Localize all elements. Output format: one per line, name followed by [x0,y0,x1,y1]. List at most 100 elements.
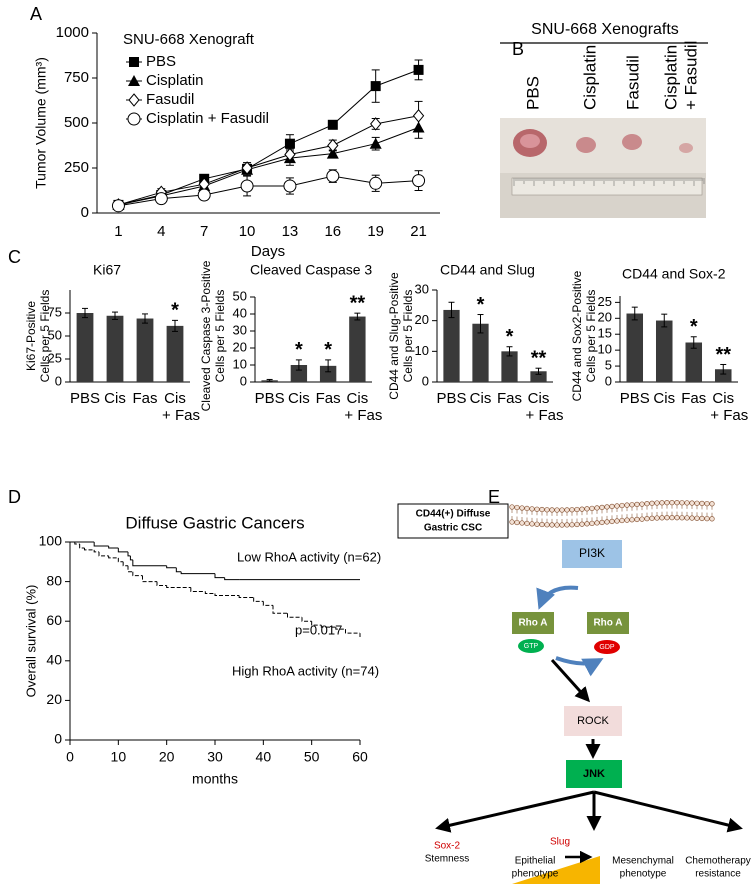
lipid-head [579,521,585,527]
y-tick-label: 1000 [56,24,89,41]
marker [370,117,382,131]
lipid-head [524,520,530,527]
survival-step [108,545,119,549]
x-tick-label: 30 [207,749,223,765]
chart-title: Cleaved Caspase 3 [250,262,372,278]
significance: * [477,294,485,316]
lipid-head [699,500,705,507]
photo-label: PBS [523,76,542,110]
lipid-head [634,516,640,523]
marker [369,137,382,149]
lipid-head [594,520,600,526]
outcome-label: Chemotherapy [685,856,751,867]
lipid-head [689,500,695,506]
marker [127,112,141,126]
ruler-ticks [513,178,705,186]
lipid-head [664,500,670,506]
bar [166,325,184,382]
y-tick-label: 30 [233,322,247,337]
cell-label: Gastric CSC [424,523,482,534]
survival-step [320,625,336,628]
x-tick-label: Cis [470,390,492,407]
lipid-head [689,515,695,521]
x-tick-label: Cis [653,390,675,407]
lipid-head [624,517,630,523]
legend-label: Cisplatin + Fasudil [146,110,269,127]
marker [128,75,140,86]
arrow [593,790,743,833]
lipid-head [609,518,615,525]
lipid-head [534,506,540,512]
survival-step [132,571,143,577]
lipid-head [514,504,520,511]
arrow [435,790,595,833]
lipid-head [684,500,690,506]
lipid-head [529,521,535,527]
x-tick-label: 21 [410,223,427,240]
y-tick-label: 10 [598,342,612,357]
lipid-head [649,515,655,521]
y-axis-label: Tumor Volume (mm³) [33,57,49,189]
lipid-head [584,521,590,527]
survival-step [79,543,85,549]
pathway-diagram: CD44(+) Diffuse Gastric CSC PI3K Rho A G… [397,499,751,884]
lipid-head [619,502,625,509]
tumor [622,134,642,150]
lipid-head [584,506,590,512]
y-tick-label: 80 [46,572,62,588]
y-axis-label: Overall survival (%) [23,585,38,698]
y-tick-label: 100 [39,533,63,549]
significance: * [171,300,179,322]
rock-box [564,706,622,736]
bar [319,365,337,382]
chart-title: CD44 and Sox-2 [622,266,726,282]
survival-step [117,547,128,553]
marker [370,81,381,92]
emt-wedge [512,856,600,884]
tumor [679,143,693,153]
x-tick-label: 19 [367,223,384,240]
significance: * [690,316,698,338]
legend-label: Cisplatin [146,72,204,89]
x-tick-label: 10 [111,749,127,765]
lipid-head [524,505,530,512]
lipid-head [629,502,635,508]
photo-panel: SNU-668 Xenografts PBS Cisplatin Fasudil… [500,21,708,218]
series-label: Low RhoA activity (n=62) [237,549,381,564]
survival-step [93,542,109,547]
lipid-head [674,500,680,506]
y-tick-label: 5 [605,358,612,373]
marker [412,174,426,188]
lipid-head [629,517,635,523]
survival-step [98,551,109,557]
bar [714,369,732,382]
bar [685,342,703,382]
y-tick-label: 15 [598,326,612,341]
outcome-label: Mesenchymal [612,856,674,867]
legend-label: Fasudil [146,91,194,108]
y-tick-label: 20 [598,310,612,325]
lipid-head [589,520,595,527]
panel-letter: C [8,247,21,267]
marker [327,138,339,153]
survival-step [224,577,240,581]
cell-label: CD44(+) Diffuse [416,509,491,520]
x-tick-label: + Fas [162,407,200,424]
membrane [509,499,715,528]
survival-step [84,547,95,551]
rhoa-box [512,612,554,634]
significance: * [324,339,332,361]
lipid-head [579,506,585,512]
lipid-head [569,507,575,513]
panel-letter: A [30,4,42,24]
lipid-head [509,519,515,525]
rhoa-label: Rho A [593,618,622,629]
lipid-head [559,522,565,528]
marker [413,64,424,75]
gtp-badge [518,639,544,653]
lipid-head [574,506,580,513]
x-tick-label: 40 [256,749,272,765]
x-tick-label: Cis [104,390,126,407]
y-tick-label: 50 [48,327,62,342]
